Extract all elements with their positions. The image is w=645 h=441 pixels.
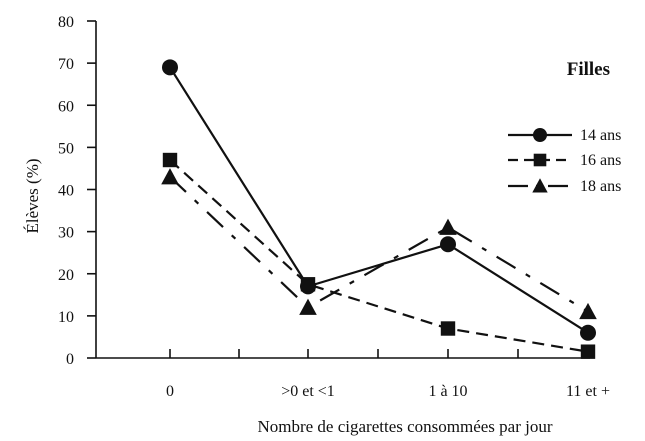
chart-title: Filles	[567, 59, 610, 80]
y-tick-label: 40	[58, 183, 74, 200]
legend-label: 14 ans	[580, 127, 621, 144]
legend-item: 18 ans	[508, 178, 621, 195]
marker-circle	[580, 324, 596, 341]
series-18-ans	[161, 168, 597, 320]
y-tick-label: 20	[58, 267, 74, 284]
y-tick-label: 80	[58, 14, 74, 31]
x-tick-label: 0	[166, 383, 174, 400]
y-axis-title: Élèves (%)	[23, 158, 42, 233]
marker-circle	[162, 59, 178, 76]
x-tick-label: 11 et +	[566, 383, 610, 400]
y-tick-label: 70	[58, 56, 74, 73]
marker-square	[533, 153, 547, 167]
x-axis-title: Nombre de cigarettes consommées par jour	[257, 417, 552, 436]
marker-circle	[533, 128, 547, 142]
marker-triangle	[532, 178, 548, 193]
marker-triangle	[579, 302, 597, 320]
x-tick-label: >0 et <1	[281, 383, 335, 400]
legend-item: 14 ans	[508, 127, 621, 144]
series-line	[169, 176, 589, 313]
series-16-ans	[162, 152, 596, 359]
legend: 14 ans 16 ans 18 ans	[508, 127, 621, 195]
marker-triangle	[161, 168, 179, 185]
y-tick-label: 0	[66, 351, 74, 368]
y-tick-label: 60	[58, 98, 74, 115]
y-tick-label: 50	[58, 140, 74, 157]
legend-label: 16 ans	[580, 152, 621, 169]
series-line	[169, 159, 589, 353]
marker-triangle	[299, 298, 317, 315]
marker-square	[580, 344, 596, 359]
series-layer	[161, 59, 597, 359]
marker-square	[300, 277, 316, 292]
legend-label: 18 ans	[580, 178, 621, 195]
y-ticks: 0 10 20 30 40 50 60 70 80	[58, 14, 96, 368]
marker-square	[162, 152, 178, 168]
y-tick-label: 10	[58, 309, 74, 326]
x-ticks: 0 >0 et <1 1 à 10 11 et +	[166, 349, 610, 400]
marker-circle	[440, 236, 456, 253]
legend-item: 16 ans	[508, 152, 621, 169]
marker-triangle	[439, 218, 457, 235]
series-line	[169, 66, 589, 334]
x-tick-label: 1 à 10	[428, 383, 467, 400]
marker-square	[440, 321, 456, 336]
y-tick-label: 30	[58, 225, 74, 242]
series-14-ans	[162, 59, 596, 341]
